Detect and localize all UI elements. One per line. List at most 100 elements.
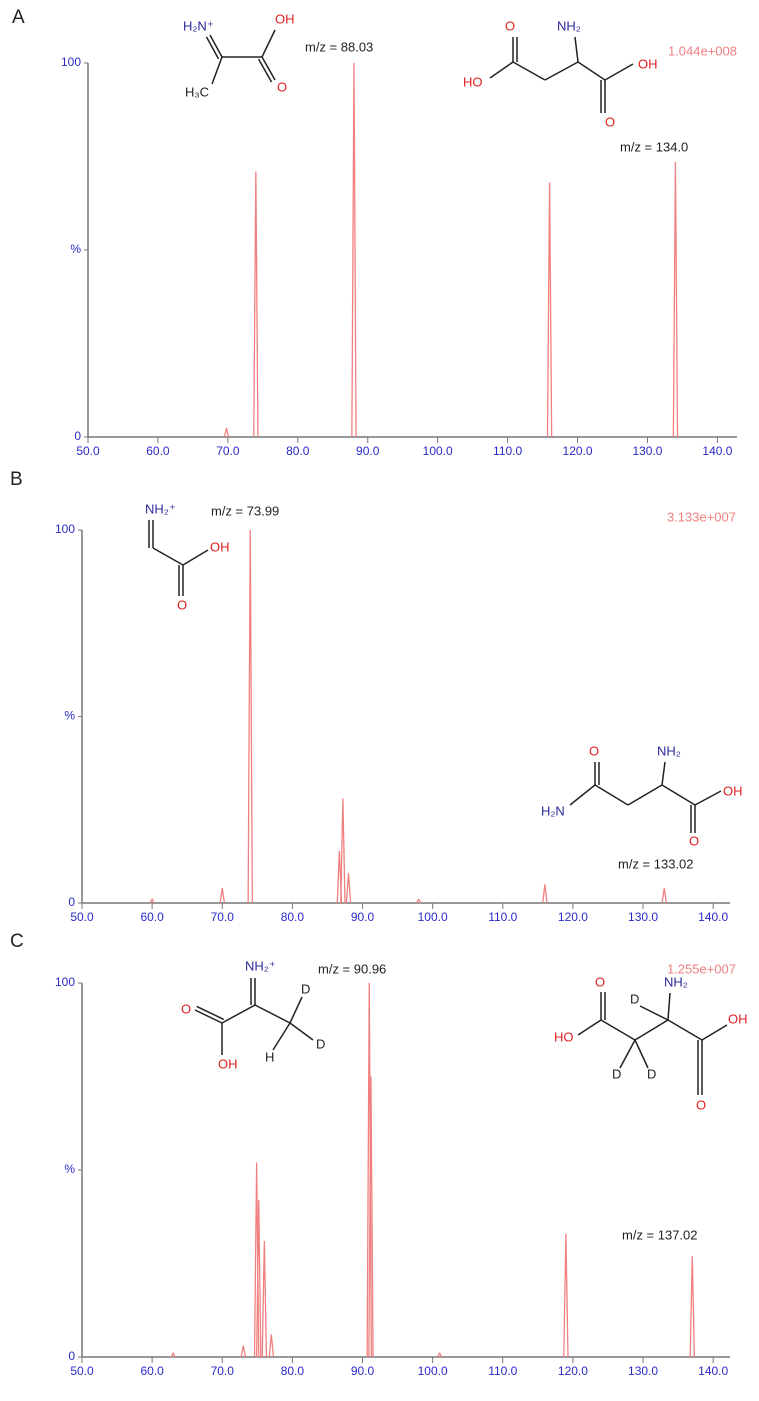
atom-label: O (277, 79, 287, 94)
x-tick-label: 140.0 (698, 910, 728, 924)
annotation: m/z = 134.0 (620, 139, 688, 154)
x-tick-label: 80.0 (286, 444, 310, 458)
y-tick-label: % (64, 709, 75, 723)
x-tick-label: 130.0 (628, 910, 658, 924)
annotation: m/z = 73.99 (211, 503, 279, 518)
x-tick-label: 110.0 (488, 910, 517, 924)
atom-label: NH₂ (664, 974, 688, 989)
bond (667, 1019, 703, 1041)
x-tick-label: 80.0 (281, 910, 305, 924)
atom-label: OH (275, 11, 295, 26)
x-tick-label: 140.0 (702, 444, 732, 458)
y-tick-label: % (64, 1162, 75, 1176)
peak (253, 171, 259, 438)
panel-label: B (10, 469, 23, 490)
x-tick-label: 140.0 (698, 1364, 728, 1378)
bond (594, 784, 629, 806)
atom-label: OH (723, 783, 743, 798)
bond (577, 1019, 602, 1036)
peak (415, 897, 422, 904)
bond (205, 36, 220, 60)
bond (604, 63, 634, 81)
peak (247, 529, 253, 904)
panel-label: A (12, 7, 25, 28)
x-tick-label: 90.0 (351, 1364, 375, 1378)
x-tick-label: 50.0 (70, 910, 94, 924)
bond (196, 1005, 225, 1021)
bond (261, 29, 276, 58)
bond (272, 1022, 291, 1051)
atom-label: OH (210, 539, 230, 554)
atom-label: O (181, 1001, 191, 1016)
bond (661, 784, 696, 806)
atom-label: D (316, 1036, 325, 1051)
bond (701, 1024, 728, 1041)
x-tick-label: 120.0 (558, 1364, 588, 1378)
atom-label: D (647, 1066, 656, 1081)
bond (261, 56, 276, 81)
atom-label: NH₂ (657, 743, 681, 758)
annotation: m/z = 90.96 (318, 961, 386, 976)
peak (240, 1345, 247, 1358)
x-tick-label: 50.0 (70, 1364, 94, 1378)
bond (194, 1009, 223, 1024)
atom-label: OH (218, 1056, 238, 1071)
atom-label: O (696, 1097, 706, 1112)
bond (544, 61, 579, 81)
peak (261, 1241, 268, 1358)
atom-label: O (605, 114, 615, 129)
peak (219, 887, 226, 904)
atom-label: HO (554, 1029, 574, 1044)
x-tick-label: 60.0 (140, 1364, 164, 1378)
bond (600, 1019, 636, 1041)
y-tick-label: 0 (74, 429, 81, 443)
bond (577, 61, 606, 81)
annotation: m/z = 133.02 (618, 856, 694, 871)
atom-label: H₂N (541, 803, 565, 818)
x-tick-label: 130.0 (628, 1364, 658, 1378)
peak (340, 798, 346, 904)
atom-label: NH₂ (557, 18, 581, 33)
atom-label: O (689, 833, 699, 848)
y-tick-label: 100 (55, 522, 75, 536)
annotation: m/z = 88.03 (305, 39, 373, 54)
bond (289, 1022, 314, 1041)
x-tick-label: 100.0 (418, 1364, 448, 1378)
x-tick-label: 120.0 (563, 444, 593, 458)
bond (569, 784, 596, 806)
bond (211, 56, 223, 85)
bond (209, 34, 223, 58)
y-tick-label: 0 (68, 1349, 75, 1363)
y-tick-label: 100 (55, 975, 75, 989)
x-tick-label: 60.0 (146, 444, 170, 458)
peak (546, 182, 553, 438)
x-tick-label: 110.0 (493, 444, 522, 458)
bond (289, 996, 303, 1024)
x-tick-label: 90.0 (356, 444, 380, 458)
atom-label: H (265, 1049, 274, 1064)
annotation: m/z = 137.02 (622, 1227, 698, 1242)
x-tick-label: 50.0 (76, 444, 100, 458)
atom-label: H₂N⁺ (183, 18, 214, 33)
atom-label: H₃C (185, 84, 209, 99)
atom-label: D (612, 1066, 621, 1081)
bond (254, 1004, 291, 1024)
bond (661, 761, 666, 786)
x-tick-label: 120.0 (558, 910, 588, 924)
x-tick-label: 70.0 (216, 444, 240, 458)
bond (512, 61, 546, 81)
bond (627, 784, 663, 806)
peak (255, 1199, 262, 1358)
bond (489, 61, 514, 79)
peak (672, 162, 679, 438)
peak (345, 873, 352, 904)
peak (542, 884, 548, 904)
y-tick-label: 100 (61, 55, 81, 69)
peak (689, 1256, 696, 1358)
peak (351, 62, 357, 438)
bond (634, 1039, 649, 1069)
x-tick-label: 130.0 (632, 444, 662, 458)
peak (661, 887, 667, 904)
peak (563, 1233, 569, 1358)
